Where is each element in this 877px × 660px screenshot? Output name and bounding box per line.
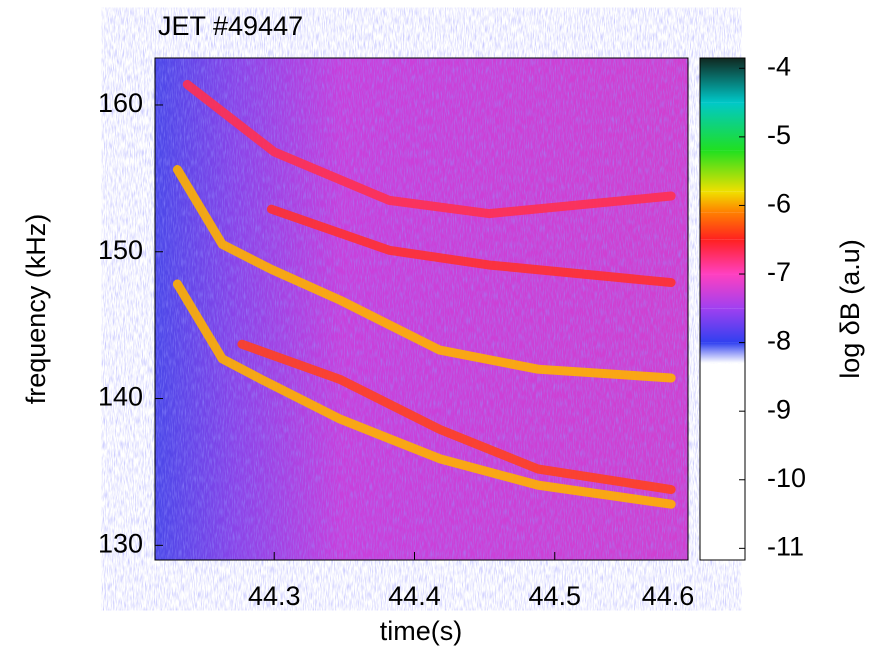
colorbar-tick-label: -11: [767, 531, 804, 561]
mode-band: [237, 339, 676, 495]
colorbar-segment: [700, 58, 745, 103]
plot-frame: [154, 57, 689, 561]
colorbar-tick-label: -10: [767, 463, 806, 493]
colorbar-tick-label: -6: [767, 189, 791, 219]
colorbar-tick-label: -8: [767, 326, 791, 356]
mode-band: [172, 165, 676, 383]
y-tick-label: 150: [98, 235, 143, 265]
mode-band: [266, 204, 676, 288]
y-tick-label: 160: [98, 88, 143, 118]
y-tick-label: 140: [98, 382, 143, 412]
colorbar-segment: [700, 342, 745, 364]
colorbar-segment: [700, 239, 745, 275]
chart-title: JET #49447: [158, 11, 303, 41]
colorbar-segment: [700, 212, 745, 240]
colorbar-tick-label: -4: [767, 51, 791, 81]
x-tick-label: 44.6: [642, 581, 695, 611]
colorbar-segment: [700, 102, 745, 151]
colorbar-tick-label: -9: [767, 394, 791, 424]
colorbar-segment: [700, 274, 745, 309]
y-axis-label: frequency (kHz): [21, 214, 51, 405]
mode-band: [182, 79, 676, 219]
colorbar-segment: [700, 308, 745, 343]
mode-band: [172, 279, 676, 509]
colorbar-segment: [700, 363, 745, 560]
y-tick-label: 130: [98, 528, 143, 558]
colorbar-segment: [700, 191, 745, 213]
colorbar-tick-label: -5: [767, 120, 791, 150]
x-tick-label: 44.3: [248, 581, 301, 611]
x-tick-label: 44.5: [528, 581, 581, 611]
noise-texture: [155, 58, 688, 560]
x-axis-label: time(s): [380, 616, 463, 646]
colorbar-label: log δB (a.u): [835, 239, 865, 379]
colorbar-tick-label: -7: [767, 257, 791, 287]
colorbar-segment: [700, 150, 745, 192]
colorbar-frame: [699, 57, 746, 561]
x-tick-label: 44.4: [388, 581, 441, 611]
